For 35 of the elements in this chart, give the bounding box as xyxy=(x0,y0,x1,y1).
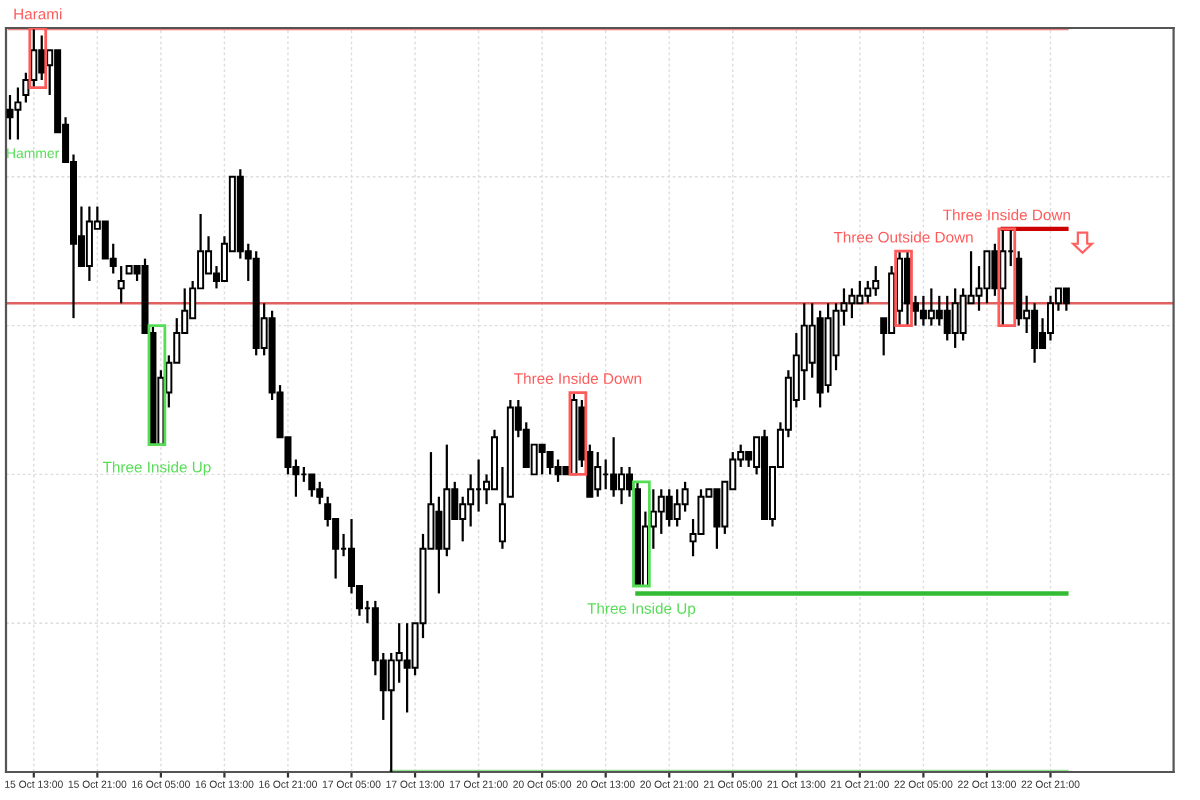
candlestick xyxy=(117,264,125,305)
candlestick xyxy=(848,287,856,320)
candlestick xyxy=(673,488,681,528)
candlestick xyxy=(681,480,689,513)
candlestick xyxy=(38,34,46,82)
candlestick xyxy=(1031,302,1039,364)
candlestick xyxy=(618,465,626,506)
candlestick xyxy=(943,294,951,342)
candlestick xyxy=(538,443,546,476)
candlestick xyxy=(657,488,665,536)
candlestick xyxy=(459,495,467,543)
candlestick xyxy=(864,279,872,305)
candlestick xyxy=(435,495,443,595)
candlestick xyxy=(85,205,93,283)
candlestick xyxy=(872,264,880,297)
candlestick xyxy=(983,250,991,305)
candlestick xyxy=(594,450,602,498)
candlestick xyxy=(1062,287,1070,312)
candlestick xyxy=(1046,294,1054,342)
candlestick xyxy=(935,294,943,327)
candlestick xyxy=(546,450,554,476)
candlestick xyxy=(6,93,14,141)
candlestick xyxy=(713,488,721,550)
candlestick xyxy=(665,488,673,528)
candlestick xyxy=(308,473,316,498)
candlestick xyxy=(919,294,927,327)
candlestick xyxy=(951,287,959,350)
candlestick xyxy=(403,622,411,714)
candlestick xyxy=(856,279,864,305)
candlestick xyxy=(800,302,808,402)
candlestick xyxy=(610,436,618,498)
candlestick xyxy=(554,458,562,483)
candlestick xyxy=(927,287,935,327)
candlestick xyxy=(959,287,967,342)
candlestick xyxy=(14,86,22,141)
